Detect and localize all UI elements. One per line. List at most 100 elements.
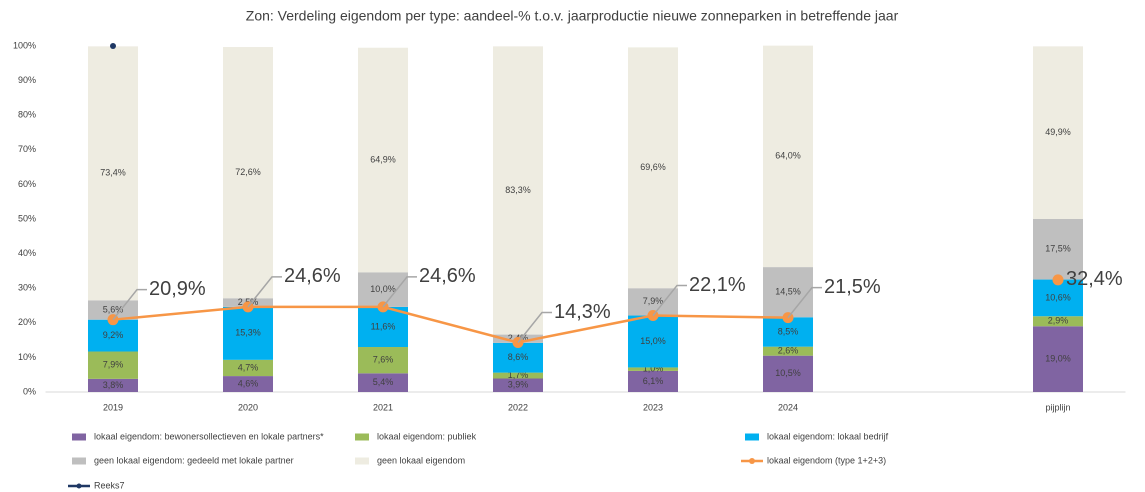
bar-segment [628,315,678,368]
data-label: 8,6% [508,352,529,362]
legend-label: lokaal eigendom: bewonersollectieven en … [94,431,324,441]
bar-segment [628,367,678,371]
data-label: 2,6% [778,346,799,356]
bar-segment [628,370,678,392]
line-label: 20,9% [149,278,206,300]
data-label: 49,9% [1045,127,1071,137]
legend-label: lokaal eigendom: publiek [377,431,477,441]
data-label: 72,6% [235,167,261,177]
bar-segment [1033,326,1083,392]
data-label: 1,0% [643,364,664,374]
leader-line [652,284,687,317]
y-tick-label: 0% [23,386,36,396]
bar-segment [763,346,813,356]
line-label: 14,3% [554,301,611,323]
legend-swatch [72,457,86,465]
data-label: 4,7% [238,362,259,372]
data-label: 6,1% [643,376,664,386]
y-tick-label: 80% [18,110,36,120]
data-label: 8,5% [778,326,799,336]
bar-segment [223,359,273,377]
y-tick-label: 10% [18,352,36,362]
bar-segment [763,355,813,392]
x-tick-label: 2024 [778,402,798,412]
legend-label: lokaal eigendom: lokaal bedrijf [767,431,889,441]
bar-segment [1033,46,1083,219]
bar-segment [493,372,543,379]
y-tick-label: 40% [18,248,36,258]
legend-swatch [745,433,759,441]
x-tick-label: 2021 [373,402,393,412]
data-label: 15,3% [235,328,261,338]
data-label: 83,3% [505,185,531,195]
data-label: 3,9% [508,380,529,390]
legend-label: lokaal eigendom (type 1+2+3) [767,455,886,465]
bar-segment [223,376,273,392]
bar-segment [493,46,543,335]
legend-swatch [72,433,86,441]
line-label: 24,6% [284,265,341,287]
bar-segment [493,378,543,392]
y-tick-label: 50% [18,213,36,223]
x-tick-label: 2023 [643,402,663,412]
data-label: 19,0% [1045,354,1071,364]
data-label: 10,5% [775,368,801,378]
y-tick-label: 100% [13,40,36,50]
bar-segment [763,267,813,318]
bar-segment [763,45,813,268]
bar-segment [628,47,678,289]
y-tick-label: 90% [18,75,36,85]
data-label: 14,5% [775,287,801,297]
y-tick-label: 30% [18,283,36,293]
data-label: 2,9% [1048,316,1069,326]
bar-segment [358,347,408,374]
data-label: 1,7% [508,370,529,380]
data-label: 4,6% [238,378,259,388]
line-point [110,43,116,49]
data-label: 7,9% [103,360,124,370]
bar-segment [358,272,408,307]
data-label: 7,6% [373,355,394,365]
data-label: 64,9% [370,154,396,164]
line-label: 32,4% [1066,268,1123,290]
line-label: 22,1% [689,274,746,296]
data-label: 3,8% [103,380,124,390]
data-label: 10,6% [1045,292,1071,302]
bar-segment [1033,316,1083,327]
line-label: 21,5% [824,276,881,298]
legend-label: geen lokaal eigendom [377,455,465,465]
bar-segment [1033,279,1083,317]
leader-line [112,288,147,321]
chart-title: Zon: Verdeling eigendom per type: aandee… [246,8,899,24]
data-label: 5,6% [103,304,124,314]
data-label: 64,0% [775,151,801,161]
line-label: 24,6% [419,265,476,287]
bar-segment [358,47,408,273]
leader-line [247,276,282,308]
bar-segment [223,47,273,299]
x-tick-label: 2022 [508,402,528,412]
legend-label: geen lokaal eigendom: gedeeld met lokale… [94,455,294,465]
bar-segment [88,351,138,379]
leader-line [382,276,417,308]
bar-segment [88,46,138,301]
data-label: 11,6% [371,321,396,331]
bar-segment [223,306,273,360]
leader-line [787,286,822,319]
data-label: 73,4% [100,168,126,178]
x-tick-label: pijplijn [1045,402,1070,412]
bar-segment [88,378,138,392]
legend-label: Reeks7 [94,480,125,490]
data-label: 9,2% [103,330,124,340]
legend-swatch [355,457,369,465]
y-tick-label: 60% [18,179,36,189]
data-label: 10,0% [370,284,396,294]
bar-segment [1033,219,1083,280]
legend-swatch [749,458,755,464]
leader-line [517,311,552,343]
data-label: 69,6% [640,162,666,172]
legend-swatch [355,433,369,441]
legend-swatch [76,483,82,489]
data-label: 17,5% [1045,244,1071,254]
